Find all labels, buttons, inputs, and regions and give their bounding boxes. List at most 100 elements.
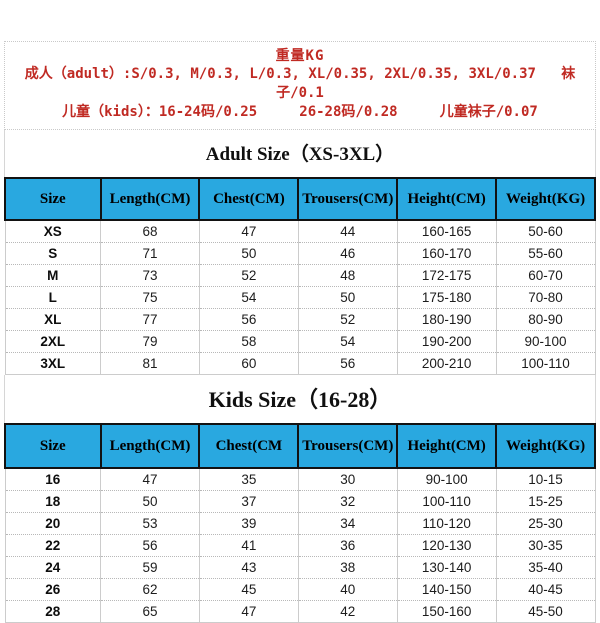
- value-cell: 71: [100, 242, 200, 265]
- header-cell: Size: [4, 423, 102, 469]
- size-cell: L: [4, 286, 102, 309]
- value-cell: 180-190: [397, 308, 497, 331]
- value-cell: 43: [199, 556, 299, 579]
- size-cell: 16: [4, 468, 102, 491]
- header-cell: Length(CM): [99, 423, 201, 469]
- table-row: 3XL 81 60 56 200-210 100-110: [4, 352, 596, 375]
- table-row: 26 62 45 40 140-150 40-45: [4, 578, 596, 601]
- table-row: M 73 52 48 172-175 60-70: [4, 264, 596, 287]
- value-cell: 100-110: [397, 490, 497, 513]
- value-cell: 10-15: [496, 468, 596, 491]
- value-cell: 175-180: [397, 286, 497, 309]
- value-cell: 58: [199, 330, 299, 353]
- value-cell: 34: [298, 512, 398, 535]
- value-cell: 52: [199, 264, 299, 287]
- value-cell: 172-175: [397, 264, 497, 287]
- value-cell: 36: [298, 534, 398, 557]
- value-cell: 50: [100, 490, 200, 513]
- value-cell: 81: [100, 352, 200, 375]
- value-cell: 56: [298, 352, 398, 375]
- value-cell: 160-170: [397, 242, 497, 265]
- header-cell: Weight(KG): [495, 423, 596, 469]
- size-cell: 26: [4, 578, 102, 601]
- table-row: L 75 54 50 175-180 70-80: [4, 286, 596, 309]
- value-cell: 190-200: [397, 330, 497, 353]
- size-cell: 20: [4, 512, 102, 535]
- size-cell: 22: [4, 534, 102, 557]
- value-cell: 90-100: [397, 468, 497, 491]
- size-cell: XS: [4, 220, 102, 243]
- value-cell: 130-140: [397, 556, 497, 579]
- value-cell: 200-210: [397, 352, 497, 375]
- adult-weight-line: 成人（adult）:S/0.3, M/0.3, L/0.3, XL/0.35, …: [24, 66, 576, 101]
- size-cell: S: [4, 242, 102, 265]
- value-cell: 77: [100, 308, 200, 331]
- value-cell: 41: [199, 534, 299, 557]
- value-cell: 30: [298, 468, 398, 491]
- value-cell: 35-40: [496, 556, 596, 579]
- header-cell: Height(CM): [396, 177, 498, 221]
- value-cell: 46: [298, 242, 398, 265]
- value-cell: 100-110: [496, 352, 596, 375]
- value-cell: 60-70: [496, 264, 596, 287]
- value-cell: 55-60: [496, 242, 596, 265]
- value-cell: 37: [199, 490, 299, 513]
- adult-table-body: XS 68 47 44 160-165 50-60 S 71 50 46 160-170 55-60 M…: [4, 220, 596, 375]
- value-cell: 79: [100, 330, 200, 353]
- table-row: 28 65 47 42 150-160 45-50: [4, 600, 596, 623]
- adult-size-title: Adult Size（XS-3XL）: [4, 130, 596, 177]
- value-cell: 39: [199, 512, 299, 535]
- value-cell: 47: [100, 468, 200, 491]
- value-cell: 54: [298, 330, 398, 353]
- weight-note-box: 重量KG 成人（adult）:S/0.3, M/0.3, L/0.3, XL/0…: [4, 41, 596, 130]
- value-cell: 47: [199, 220, 299, 243]
- size-cell: 24: [4, 556, 102, 579]
- value-cell: 75: [100, 286, 200, 309]
- table-row: 24 59 43 38 130-140 35-40: [4, 556, 596, 579]
- size-cell: XL: [4, 308, 102, 331]
- value-cell: 50: [199, 242, 299, 265]
- value-cell: 48: [298, 264, 398, 287]
- table-row: 20 53 39 34 110-120 25-30: [4, 512, 596, 535]
- header-cell: Trousers(CM): [297, 177, 399, 221]
- value-cell: 59: [100, 556, 200, 579]
- size-cell: 2XL: [4, 330, 102, 353]
- table-row: 18 50 37 32 100-110 15-25: [4, 490, 596, 513]
- value-cell: 90-100: [496, 330, 596, 353]
- kids-weight-line: 儿童（kids）：16-24码/0.25 26-28码/0.28 儿童袜子/0.…: [62, 104, 538, 120]
- value-cell: 60: [199, 352, 299, 375]
- header-cell: Length(CM): [99, 177, 201, 221]
- value-cell: 47: [199, 600, 299, 623]
- table-row: 22 56 41 36 120-130 30-35: [4, 534, 596, 557]
- table-row: 16 47 35 30 90-100 10-15: [4, 468, 596, 491]
- value-cell: 53: [100, 512, 200, 535]
- header-cell: Height(CM): [396, 423, 498, 469]
- header-cell: Chest(CM: [198, 423, 300, 469]
- value-cell: 35: [199, 468, 299, 491]
- value-cell: 45: [199, 578, 299, 601]
- value-cell: 30-35: [496, 534, 596, 557]
- header-cell: Weight(KG): [495, 177, 596, 221]
- value-cell: 150-160: [397, 600, 497, 623]
- kids-size-table: Size Length(CM) Chest(CM Trousers(CM) Height…: [4, 423, 596, 623]
- header-cell: Trousers(CM): [297, 423, 399, 469]
- value-cell: 52: [298, 308, 398, 331]
- header-cell: Size: [4, 177, 102, 221]
- adult-size-table: Size Length(CM) Chest(CM) Trousers(CM) Heigh…: [4, 177, 596, 375]
- kids-table-header-row: Size Length(CM) Chest(CM Trousers(CM) Height…: [4, 423, 596, 469]
- header-cell: Chest(CM): [198, 177, 300, 221]
- size-cell: M: [4, 264, 102, 287]
- value-cell: 62: [100, 578, 200, 601]
- value-cell: 120-130: [397, 534, 497, 557]
- value-cell: 140-150: [397, 578, 497, 601]
- value-cell: 32: [298, 490, 398, 513]
- table-row: XL 77 56 52 180-190 80-90: [4, 308, 596, 331]
- value-cell: 80-90: [496, 308, 596, 331]
- value-cell: 40-45: [496, 578, 596, 601]
- value-cell: 68: [100, 220, 200, 243]
- size-cell: 18: [4, 490, 102, 513]
- value-cell: 50-60: [496, 220, 596, 243]
- table-row: XS 68 47 44 160-165 50-60: [4, 220, 596, 243]
- value-cell: 50: [298, 286, 398, 309]
